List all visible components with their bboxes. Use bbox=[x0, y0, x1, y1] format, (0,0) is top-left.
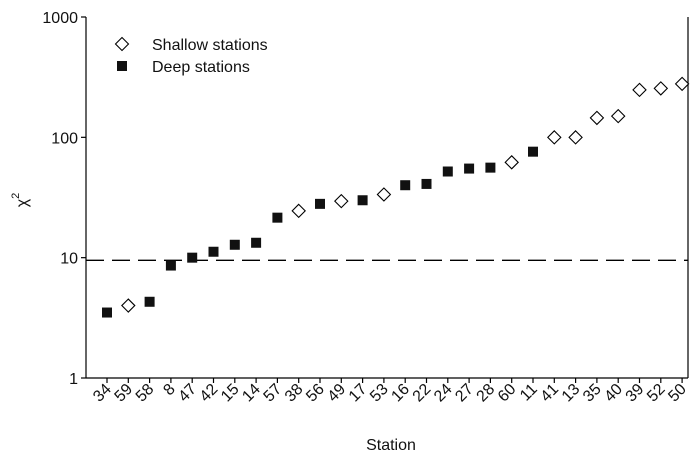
deep-station-point bbox=[229, 239, 240, 250]
deep-station-point bbox=[442, 166, 453, 177]
y-tick-label: 1000 bbox=[42, 10, 78, 27]
legend-marker-shallow bbox=[114, 36, 130, 52]
shallow-station-point bbox=[632, 82, 647, 98]
deep-station-point bbox=[272, 212, 283, 223]
legend-label-deep: Deep stations bbox=[152, 59, 250, 76]
y-tick-label: 1 bbox=[69, 371, 78, 388]
shallow-station-point bbox=[504, 155, 519, 170]
deep-station-point bbox=[165, 260, 176, 271]
shallow-station-point bbox=[653, 81, 669, 96]
legend: Shallow stations Deep stations bbox=[114, 36, 268, 76]
deep-station-point bbox=[208, 246, 219, 257]
deep-station-point bbox=[400, 180, 411, 191]
deep-station-point bbox=[144, 296, 155, 307]
deep-station-point bbox=[251, 237, 262, 248]
y-tick-label: 100 bbox=[51, 130, 78, 147]
y-axis-ticks: 1 10 100 1000 bbox=[42, 10, 86, 388]
deep-station-point bbox=[102, 307, 112, 318]
shallow-station-point bbox=[547, 130, 562, 145]
y-axis-title-symbol: χ bbox=[14, 198, 31, 207]
deep-station-point bbox=[187, 252, 198, 263]
x-tick-label: 60 bbox=[495, 381, 520, 406]
x-tick-label: 58 bbox=[133, 381, 158, 406]
deep-station-point bbox=[357, 195, 368, 206]
deep-station-point bbox=[464, 163, 475, 174]
x-tick-label: 50 bbox=[665, 381, 690, 406]
y-axis-title: χ2 bbox=[10, 193, 31, 208]
x-tick-label: 8 bbox=[160, 381, 178, 399]
shallow-station-point bbox=[568, 130, 583, 145]
deep-station-point bbox=[315, 198, 325, 209]
shallow-station-point bbox=[589, 110, 605, 126]
shallow-station-point bbox=[674, 76, 690, 92]
shallow-station-point bbox=[121, 298, 136, 313]
deep-station-point bbox=[485, 162, 496, 173]
deep-station-point bbox=[421, 178, 432, 189]
legend-label-shallow: Shallow stations bbox=[152, 37, 268, 54]
legend-marker-deep bbox=[117, 61, 127, 71]
x-axis-title: Station bbox=[366, 437, 416, 454]
data-points bbox=[102, 76, 690, 318]
deep-station-point bbox=[528, 146, 538, 157]
shallow-station-point bbox=[291, 203, 306, 219]
y-tick-label: 10 bbox=[60, 251, 78, 268]
shallow-station-point bbox=[376, 187, 392, 202]
axes bbox=[85, 17, 689, 379]
shallow-station-point bbox=[610, 108, 626, 124]
y-axis-title-superscript: 2 bbox=[10, 193, 22, 199]
shallow-station-point bbox=[334, 193, 349, 209]
